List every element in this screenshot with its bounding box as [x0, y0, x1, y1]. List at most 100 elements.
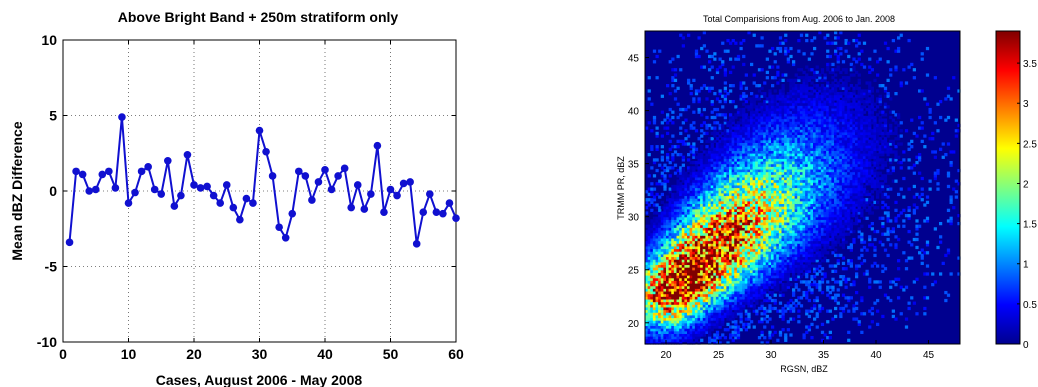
heatmap-cell: [666, 115, 670, 120]
heatmap-cell: [802, 293, 806, 297]
heatmap-cell: [765, 235, 769, 239]
heatmap-cell: [676, 237, 680, 242]
heatmap-cell: [697, 158, 701, 162]
heatmap-cell: [805, 229, 809, 234]
heatmap-cell: [752, 190, 756, 194]
heatmap-cell: [760, 208, 764, 212]
heatmap-cell: [765, 163, 769, 167]
heatmap-cell: [660, 145, 664, 149]
heatmap-cell: [797, 245, 801, 250]
heatmap-cell: [731, 203, 735, 207]
heatmap-cell: [760, 150, 764, 154]
heatmap-cell: [742, 224, 746, 228]
heatmap-cell: [689, 235, 693, 239]
heatmap-cell: [713, 216, 717, 220]
heatmap-cell: [692, 341, 696, 345]
heatmap-cell: [692, 251, 696, 255]
heatmap-cell: [742, 325, 746, 329]
heatmap-cell: [757, 182, 762, 186]
heatmap-cell: [663, 309, 667, 313]
heatmap-cell: [805, 33, 809, 37]
heatmap-cell: [681, 44, 685, 48]
heatmap-cell: [673, 304, 678, 308]
heatmap-cell: [687, 219, 691, 223]
heatmap-cell: [750, 214, 754, 218]
heatmap-cell: [658, 206, 662, 210]
heatmap-cell: [652, 256, 657, 260]
heatmap-cell: [710, 288, 714, 292]
heatmap-cell: [705, 288, 709, 292]
heatmap-cell: [734, 187, 738, 191]
heatmap-cell: [755, 312, 759, 316]
heatmap-cell: [692, 142, 696, 146]
heatmap-cell: [681, 296, 685, 300]
heatmap-cell: [744, 296, 748, 300]
heatmap-cell: [736, 182, 741, 186]
heatmap-cell: [784, 105, 788, 109]
heatmap-cell: [744, 142, 748, 146]
heatmap-cell: [692, 320, 696, 324]
heatmap-cell: [702, 176, 706, 181]
heatmap-cell: [789, 214, 793, 218]
heatmap-cell: [792, 86, 796, 90]
heatmap-cell: [744, 229, 748, 234]
heatmap-cell: [750, 301, 754, 305]
heatmap-cell: [771, 325, 775, 329]
heatmap-cell: [765, 320, 769, 324]
heatmap-cell: [705, 184, 709, 189]
heatmap-cell: [645, 290, 649, 295]
heatmap-cell: [799, 245, 804, 250]
heatmap-cell: [729, 129, 733, 133]
heatmap-cell: [700, 113, 704, 117]
heatmap-cell: [794, 129, 798, 133]
heatmap-cell: [786, 214, 790, 218]
heatmap-cell: [645, 248, 649, 252]
heatmap-cell: [645, 240, 649, 244]
heatmap-cell: [689, 198, 693, 202]
heatmap-cell: [663, 256, 667, 260]
heatmap-cell: [718, 261, 722, 266]
heatmap-cell: [671, 301, 675, 305]
heatmap-cell: [794, 237, 798, 242]
heatmap-cell: [684, 290, 688, 295]
heatmap-cell: [755, 118, 759, 122]
heatmap-cell: [708, 261, 712, 266]
heatmap-cell: [768, 102, 772, 106]
heatmap-cell: [807, 229, 811, 234]
heatmap-cell: [702, 280, 706, 284]
heatmap-cell: [697, 282, 701, 287]
heatmap-cell: [681, 198, 685, 202]
heatmap-cell: [663, 336, 667, 340]
heatmap-cell: [750, 158, 754, 162]
heatmap-cell: [773, 288, 777, 292]
heatmap-cell: [687, 211, 691, 215]
heatmap-cell: [658, 182, 662, 186]
heatmap-cell: [731, 121, 735, 125]
heatmap-cell: [794, 94, 798, 98]
heatmap-cell: [660, 245, 664, 250]
heatmap-cell: [794, 142, 798, 146]
heatmap-cell: [729, 253, 733, 258]
heatmap-cell: [739, 253, 743, 258]
heatmap-cell: [700, 182, 704, 186]
heatmap-cell: [805, 219, 809, 223]
heatmap-cell: [750, 206, 754, 210]
heatmap-cell: [807, 309, 811, 313]
heatmap-cell: [723, 290, 727, 295]
heatmap-cell: [713, 158, 717, 162]
heatmap-cell: [792, 115, 796, 120]
heatmap-cell: [786, 187, 790, 191]
heatmap-cell: [794, 192, 798, 197]
heatmap-cell: [734, 325, 738, 329]
heatmap-cell: [702, 208, 706, 212]
heatmap-cell: [715, 235, 720, 239]
heatmap-cell: [679, 275, 683, 279]
heatmap-cell: [784, 168, 788, 173]
heatmap-cell: [792, 190, 796, 194]
heatmap-cell: [802, 214, 806, 218]
heatmap-cell: [763, 264, 767, 268]
heatmap-cell: [718, 312, 722, 316]
heatmap-cell: [673, 221, 678, 226]
heatmap-cell: [752, 102, 756, 106]
heatmap-cell: [726, 163, 730, 167]
